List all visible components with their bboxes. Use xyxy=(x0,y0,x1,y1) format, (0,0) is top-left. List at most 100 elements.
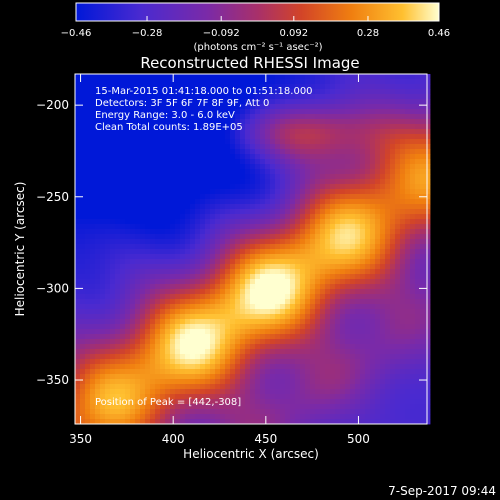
heatmap-cell xyxy=(145,379,151,385)
heatmap-cell xyxy=(185,134,191,140)
colorbar-tick-label: −0.28 xyxy=(132,28,163,39)
heatmap-cell xyxy=(260,379,266,385)
heatmap-cell xyxy=(285,79,291,85)
heatmap-cell xyxy=(380,99,386,105)
heatmap-cell xyxy=(145,99,151,105)
heatmap-cell xyxy=(245,419,251,425)
heatmap-cell xyxy=(200,89,206,95)
heatmap-cell xyxy=(300,329,306,335)
heatmap-cell xyxy=(175,389,181,395)
heatmap-cell xyxy=(155,354,161,360)
heatmap-cell xyxy=(195,374,201,380)
heatmap-cell xyxy=(265,229,271,235)
heatmap-cell xyxy=(235,304,241,310)
heatmap-cell xyxy=(290,154,296,160)
heatmap-cell xyxy=(130,379,136,385)
heatmap-cell xyxy=(260,294,266,300)
heatmap-cell xyxy=(285,389,291,395)
heatmap-cell xyxy=(360,129,366,135)
heatmap-cell xyxy=(425,119,431,125)
heatmap-cell xyxy=(340,194,346,200)
heatmap-cell xyxy=(140,114,146,120)
heatmap-cell xyxy=(85,144,91,150)
heatmap-cell xyxy=(150,244,156,250)
heatmap-cell xyxy=(365,359,371,365)
heatmap-cell xyxy=(170,149,176,155)
heatmap-cell xyxy=(280,129,286,135)
heatmap-cell xyxy=(185,214,191,220)
heatmap-cell xyxy=(305,139,311,145)
heatmap-cell xyxy=(375,354,381,360)
heatmap-cell xyxy=(120,219,126,225)
heatmap-cell xyxy=(340,139,346,145)
heatmap-cell xyxy=(295,279,301,285)
heatmap-cell xyxy=(280,379,286,385)
heatmap-cell xyxy=(105,399,111,405)
heatmap-cell xyxy=(350,214,356,220)
heatmap-cell xyxy=(150,289,156,295)
heatmap-cell xyxy=(315,354,321,360)
heatmap-cell xyxy=(110,134,116,140)
heatmap-cell xyxy=(290,174,296,180)
heatmap-cell xyxy=(95,309,101,315)
heatmap-cell xyxy=(255,354,261,360)
heatmap-cell xyxy=(340,179,346,185)
heatmap-cell xyxy=(325,239,331,245)
heatmap-cell xyxy=(185,159,191,165)
heatmap-cell xyxy=(420,149,426,155)
heatmap-cell xyxy=(180,174,186,180)
heatmap-cell xyxy=(110,289,116,295)
heatmap-cell xyxy=(400,389,406,395)
heatmap-cell xyxy=(145,329,151,335)
heatmap-cell xyxy=(195,329,201,335)
heatmap-cell xyxy=(265,394,271,400)
heatmap-cell xyxy=(305,79,311,85)
heatmap-cell xyxy=(185,184,191,190)
heatmap-cell xyxy=(320,419,326,425)
heatmap-cell xyxy=(310,324,316,330)
heatmap-cell xyxy=(275,409,281,415)
heatmap-cell xyxy=(170,339,176,345)
heatmap-cell xyxy=(275,369,281,375)
heatmap-cell xyxy=(260,214,266,220)
heatmap-cell xyxy=(300,194,306,200)
heatmap-cell xyxy=(195,289,201,295)
heatmap-cell xyxy=(300,364,306,370)
heatmap-cell xyxy=(255,384,261,390)
heatmap-cell xyxy=(215,99,221,105)
heatmap-cell xyxy=(265,184,271,190)
heatmap-cell xyxy=(325,89,331,95)
heatmap-cell xyxy=(400,229,406,235)
heatmap-cell xyxy=(75,129,81,135)
heatmap-cell xyxy=(135,214,141,220)
heatmap-cell xyxy=(365,394,371,400)
heatmap-cell xyxy=(220,294,226,300)
heatmap-cell xyxy=(255,204,261,210)
heatmap-cell xyxy=(225,239,231,245)
heatmap-cell xyxy=(170,309,176,315)
heatmap-cell xyxy=(150,174,156,180)
heatmap-cell xyxy=(100,294,106,300)
heatmap-cell xyxy=(130,149,136,155)
heatmap-cell xyxy=(125,394,131,400)
heatmap-cell xyxy=(345,234,351,240)
heatmap-cell xyxy=(410,189,416,195)
heatmap-cell xyxy=(125,149,131,155)
heatmap-cell xyxy=(420,329,426,335)
heatmap-cell xyxy=(210,339,216,345)
heatmap-cell xyxy=(170,384,176,390)
heatmap-cell xyxy=(200,419,206,425)
heatmap-cell xyxy=(80,184,86,190)
heatmap-cell xyxy=(155,119,161,125)
heatmap-cell xyxy=(130,134,136,140)
heatmap-cell xyxy=(280,414,286,420)
heatmap-cell xyxy=(195,84,201,90)
heatmap-cell xyxy=(300,114,306,120)
heatmap-cell xyxy=(175,209,181,215)
heatmap-cell xyxy=(215,329,221,335)
heatmap-cell xyxy=(255,329,261,335)
heatmap-cell xyxy=(340,149,346,155)
heatmap-cell xyxy=(340,319,346,325)
heatmap-cell xyxy=(410,394,416,400)
heatmap-cell xyxy=(245,374,251,380)
